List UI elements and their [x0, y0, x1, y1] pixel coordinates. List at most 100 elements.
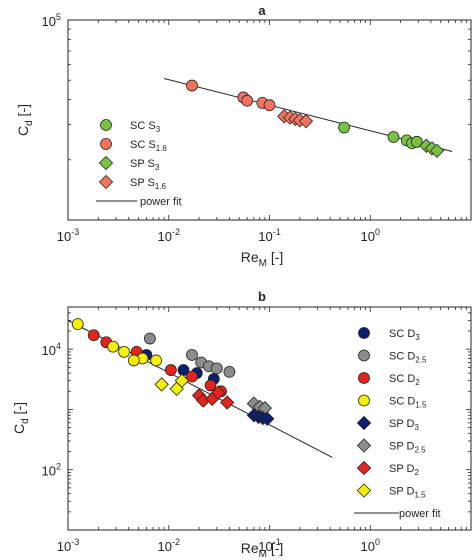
chart-a-x-tick-label: 10-3	[57, 227, 79, 244]
chart-a-frame	[67, 19, 472, 221]
chart-a-x-tick-exp: -3	[71, 227, 79, 237]
chart-b-legend-entry: SC D1.5	[358, 394, 427, 410]
chart-a-data-point	[298, 114, 314, 129]
chart-b-legend-entry: SP D3	[356, 415, 419, 432]
chart-a-x-label-main: Re	[241, 249, 259, 265]
chart-b-data-point	[204, 379, 217, 392]
chart-b-y-tick-base: 10	[42, 464, 56, 479]
chart-a-data-point	[263, 99, 276, 112]
chart-b-legend-swatch	[356, 460, 372, 476]
chart-a-x-label-sub: M	[259, 258, 267, 269]
chart-b-y-tick-label: 104	[42, 341, 61, 358]
chart-a-data-point	[338, 121, 350, 134]
chart-a-plot-area	[67, 19, 472, 221]
chart-b-legend-entry: SC D3	[358, 327, 420, 342]
chart-a-legend-label: SP S3	[130, 158, 160, 172]
chart-b-legend-entry: SP D2	[356, 460, 419, 477]
chart-a-legend-label-sub: 3	[156, 125, 161, 134]
chart-a-legend-label-text: SC S	[130, 120, 156, 132]
chart-b-y-axis-label: Cd [-]	[11, 402, 31, 434]
chart-a-x-axis-label: ReM [-]	[241, 249, 284, 269]
chart-a-legend-entry: power fit	[96, 196, 182, 208]
chart-a-data-point	[241, 94, 254, 107]
chart-a-title: a	[258, 3, 266, 18]
chart-b-x-tick-labels: 10-3 10-2 10-1 100	[57, 537, 380, 554]
chart-b-data-point	[154, 377, 169, 392]
chart-b-data-point	[211, 385, 226, 400]
chart-b-legend-label: SP D2	[389, 463, 419, 477]
chart-b-x-tick-exp: -2	[172, 537, 180, 547]
chart-b-x-tick-exp: 0	[375, 537, 380, 547]
chart-a-x-tick-base: 10	[361, 229, 375, 244]
chart-b-legend-swatch	[356, 483, 372, 498]
chart-b-y-label-sub: d	[20, 418, 31, 424]
chart-b-x-tick-label: 100	[361, 537, 380, 554]
chart-b-data-point	[260, 411, 275, 426]
chart-a-legend-entry: SP S1.6	[98, 174, 167, 191]
chart-a-legend-label-sub: 1.6	[156, 144, 168, 153]
chart-b-data-point	[186, 349, 198, 361]
chart-b-legend-label-text: SC D	[389, 396, 415, 408]
chart-b-legend-label: SC D2.5	[389, 351, 427, 365]
chart-b-legend-entry: SC D2.5	[358, 349, 427, 365]
chart-b-y-tick-base: 10	[42, 343, 56, 358]
chart-b-marks	[71, 318, 275, 426]
chart-b-data-point	[127, 354, 140, 367]
chart-b-data-point	[107, 340, 119, 353]
chart-a-legend-label-text: SP S	[130, 177, 155, 189]
chart-a-x-tick-labels: 10-3 10-2 10 -1 100	[57, 227, 380, 244]
chart-a-x-tick-label: 10-2	[158, 227, 180, 244]
chart-b-x-label-main: Re	[241, 540, 259, 556]
chart-b-legend-swatch	[356, 438, 372, 453]
chart-b-legend-swatch	[358, 372, 370, 384]
chart-a-ticks	[67, 19, 471, 221]
chart-b-ticks	[67, 306, 471, 531]
chart-b-legend-label-sub: 3	[415, 333, 420, 342]
chart-a-legend-label-text: power fit	[140, 196, 182, 208]
chart-a-legend-label: SC S3	[130, 120, 161, 134]
chart-a-y-axis-label: Cd [-]	[15, 104, 35, 136]
chart-a-y-tick-label: 105	[42, 12, 61, 29]
chart-a-data-point	[186, 79, 198, 92]
chart-b-legend-label: SC D3	[389, 328, 420, 342]
chart-b-data-point	[71, 318, 84, 331]
chart-b-legend-label-sub: 3	[414, 423, 419, 432]
chart-b-x-label-rest: [-]	[267, 540, 283, 556]
chart-b-y-label-rest: [-]	[11, 402, 27, 418]
chart-a-x-tick-label: 100	[361, 227, 380, 244]
chart-a-legend-label: power fit	[140, 196, 182, 208]
chart-a-legend-swatch	[100, 119, 112, 131]
chart-b-x-tick-exp: -1	[273, 537, 281, 547]
chart-b-legend-label: SC D1.5	[389, 396, 427, 410]
chart-b-legend-label: SP D3	[389, 418, 419, 432]
chart-a-x-tick-exp: -1	[273, 227, 281, 237]
chart-b-legend-entry: SC D2	[358, 372, 420, 387]
chart-a-legend-label-text: SP S	[130, 158, 155, 170]
chart-b-legend-label: SC D2	[389, 373, 420, 387]
chart-b-legend-label-sub: 2	[415, 378, 420, 387]
chart-b-plot-area	[67, 306, 472, 531]
chart-b-x-tick-exp: -3	[71, 537, 79, 547]
chart-b-legend-swatch	[358, 327, 370, 339]
chart-b-x-tick-base: 10	[361, 539, 375, 554]
chart-b-legend-swatch	[358, 349, 370, 362]
chart-b-data-point	[210, 362, 223, 375]
chart-b-x-tick-label: 10-1	[258, 537, 280, 554]
chart-a-data-point	[429, 143, 445, 158]
chart-b-legend-swatch	[358, 394, 370, 407]
chart-b-x-axis-label: ReM [-]	[241, 540, 284, 560]
chart-b-legend-entry: SP D1.5	[356, 483, 426, 500]
chart-b-legend-label-text: SC D	[389, 351, 415, 363]
chart-a-legend-entry: SC S3	[100, 119, 161, 134]
chart-a-legend-swatch	[100, 138, 112, 150]
chart-b-x-tick-label: 10-2	[158, 537, 180, 554]
chart-b-x-label-sub: M	[259, 549, 267, 560]
chart-b-y-tick-exp: 2	[56, 462, 61, 472]
chart-a-y-label-main: C	[15, 126, 31, 136]
chart-a-legend-label: SP S1.6	[130, 177, 167, 191]
chart-a-marks	[186, 79, 445, 158]
chart-b-x-tick-base: 10	[158, 539, 172, 554]
